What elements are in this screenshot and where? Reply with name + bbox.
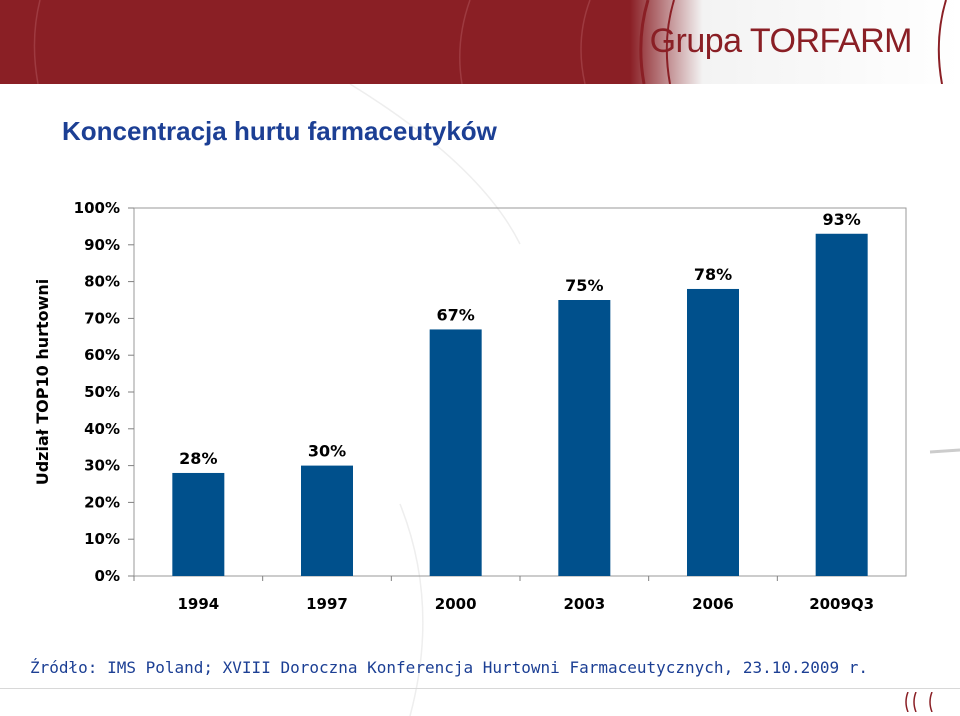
source-note: Źródło: IMS Poland; XVIII Doroczna Konfe… <box>30 658 869 677</box>
y-tick-label: 30% <box>84 457 120 475</box>
header-bar: Grupa TORFARM <box>0 0 960 84</box>
x-tick-label: 2006 <box>692 595 734 613</box>
y-tick-label: 90% <box>84 236 120 254</box>
x-tick-label: 2000 <box>435 595 477 613</box>
bar <box>172 472 225 576</box>
data-label: 30% <box>308 442 346 461</box>
bar <box>687 288 739 576</box>
y-tick-label: 10% <box>84 530 120 548</box>
y-tick-label: 60% <box>84 346 120 364</box>
bar-chart: 0% 10% 20% 30% 40% 50% 60% 70% 80% 90% 100% Udział … <box>33 199 907 613</box>
x-tick-label: 1994 <box>177 595 219 613</box>
y-tick-label: 100% <box>74 199 120 217</box>
y-tick-label: 20% <box>84 493 120 511</box>
footer-decoration <box>905 692 933 712</box>
header-decoration <box>33 0 591 84</box>
y-tick-label: 50% <box>84 383 120 401</box>
y-tick-label: 80% <box>84 273 120 291</box>
bar <box>558 300 611 576</box>
data-label: 93% <box>823 210 861 229</box>
data-label: 28% <box>179 449 217 468</box>
bar <box>301 465 353 576</box>
bar <box>429 329 482 576</box>
data-label: 78% <box>694 265 732 284</box>
x-tick-label: 2003 <box>563 595 605 613</box>
x-tick-label: 1997 <box>306 595 348 613</box>
slide-title: Koncentracja hurtu farmaceutyków <box>62 116 497 146</box>
footer-divider <box>0 688 960 689</box>
y-tick-label: 40% <box>84 420 120 438</box>
logo-panel <box>630 0 960 84</box>
data-label: 75% <box>565 276 603 295</box>
x-tick-label: 2009Q3 <box>809 595 874 613</box>
y-tick-label: 70% <box>84 309 120 327</box>
y-tick-label: 0% <box>95 567 120 585</box>
plot-frame <box>133 207 907 577</box>
bar <box>815 233 868 576</box>
data-label: 67% <box>437 305 475 324</box>
y-axis-title: Udział TOP10 hurtowni <box>33 279 52 486</box>
company-logo: Grupa TORFARM <box>649 22 913 60</box>
